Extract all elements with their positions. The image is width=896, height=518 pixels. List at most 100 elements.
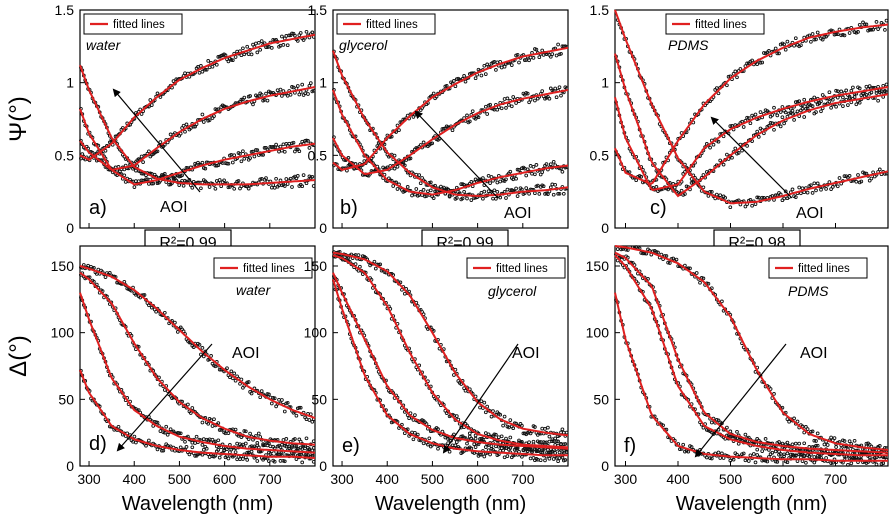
data-point: [864, 22, 869, 27]
data-point: [433, 189, 437, 194]
x-tick-label: 400: [666, 471, 690, 487]
data-point: [694, 271, 699, 275]
data-point: [708, 456, 712, 460]
data-point: [718, 193, 723, 198]
data-point: [755, 195, 760, 200]
data-point: [431, 91, 436, 96]
data-point: [708, 145, 712, 150]
data-point: [285, 400, 290, 405]
data-point: [233, 378, 238, 383]
data-point: [804, 106, 808, 111]
data-point: [249, 449, 254, 454]
data-point: [194, 434, 199, 439]
y-tick-label: 0: [66, 220, 74, 236]
data-point: [187, 177, 192, 182]
aoi-arrow: [694, 343, 787, 458]
data-point: [233, 55, 238, 59]
data-point: [524, 186, 529, 190]
data-point: [795, 109, 800, 114]
data-point: [543, 458, 547, 463]
data-point: [517, 60, 521, 65]
data-point: [282, 184, 287, 188]
data-point: [206, 59, 211, 63]
data-point: [834, 88, 838, 93]
data-point: [799, 43, 803, 48]
data-point: [259, 389, 264, 393]
y-axis-label: Ψ(°): [5, 96, 32, 142]
data-point: [736, 151, 741, 155]
data-point: [701, 173, 706, 177]
data-point: [238, 151, 242, 156]
data-point: [483, 445, 488, 449]
data-point: [311, 88, 316, 93]
data-point: [802, 97, 807, 102]
data-point: [463, 79, 468, 84]
data-point: [498, 195, 503, 200]
data-point: [494, 432, 498, 437]
data-point: [485, 112, 490, 116]
data-point: [560, 450, 565, 454]
data-point: [304, 181, 309, 186]
data-point: [563, 442, 568, 446]
data-point: [735, 429, 739, 434]
data-point: [508, 169, 513, 174]
data-point: [132, 434, 137, 439]
data-point: [216, 163, 221, 168]
data-point: [290, 185, 294, 189]
data-point: [311, 184, 316, 188]
data-point: [741, 451, 746, 456]
y-tick-label: 0.5: [55, 147, 75, 163]
legend-box: [665, 13, 765, 35]
data-point: [765, 459, 770, 464]
data-point: [274, 404, 278, 409]
data-point: [805, 106, 810, 111]
data-point: [820, 37, 825, 42]
data-point: [656, 250, 660, 255]
panel-label: d): [89, 433, 107, 455]
panel-label: f): [624, 435, 636, 457]
data-point: [373, 266, 378, 271]
data-point: [236, 179, 241, 183]
data-point: [800, 106, 805, 111]
x-tick-label: 600: [466, 471, 490, 487]
data-point: [378, 262, 383, 267]
data-point: [306, 139, 310, 143]
legend-box: [336, 13, 436, 35]
data-point: [730, 124, 734, 128]
data-point: [874, 462, 879, 467]
data-point: [261, 153, 265, 157]
data-point: [514, 186, 518, 191]
data-point: [274, 142, 278, 147]
fitted-line-1: [614, 245, 889, 451]
legend-label: fitted lines: [695, 19, 747, 31]
data-point: [753, 112, 758, 117]
data-point: [772, 127, 776, 132]
data-point: [666, 260, 670, 265]
fitted-line-4: [614, 292, 888, 462]
data-point: [281, 43, 286, 47]
aoi-arrow: [112, 88, 201, 193]
data-point: [841, 95, 845, 100]
data-point: [175, 330, 180, 334]
data-point: [300, 82, 305, 87]
data-point: [402, 431, 407, 436]
data-point: [212, 417, 216, 422]
data-point: [770, 194, 775, 198]
data-point: [639, 174, 644, 179]
data-point: [256, 40, 261, 45]
data-point: [492, 188, 497, 193]
data-point: [216, 421, 221, 425]
data-point: [217, 428, 222, 432]
data-point: [476, 115, 481, 120]
legend-box: [768, 257, 868, 279]
data-point: [204, 446, 209, 451]
data-point: [862, 171, 867, 176]
data-point: [242, 429, 247, 433]
data-point: [460, 196, 465, 201]
data-point: [785, 417, 790, 421]
data-point: [181, 123, 186, 128]
data-point: [723, 195, 728, 200]
data-point: [815, 443, 820, 448]
data-point: [181, 183, 186, 188]
